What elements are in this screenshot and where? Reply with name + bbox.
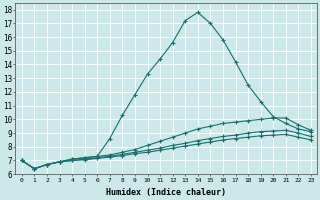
X-axis label: Humidex (Indice chaleur): Humidex (Indice chaleur) (106, 188, 226, 197)
